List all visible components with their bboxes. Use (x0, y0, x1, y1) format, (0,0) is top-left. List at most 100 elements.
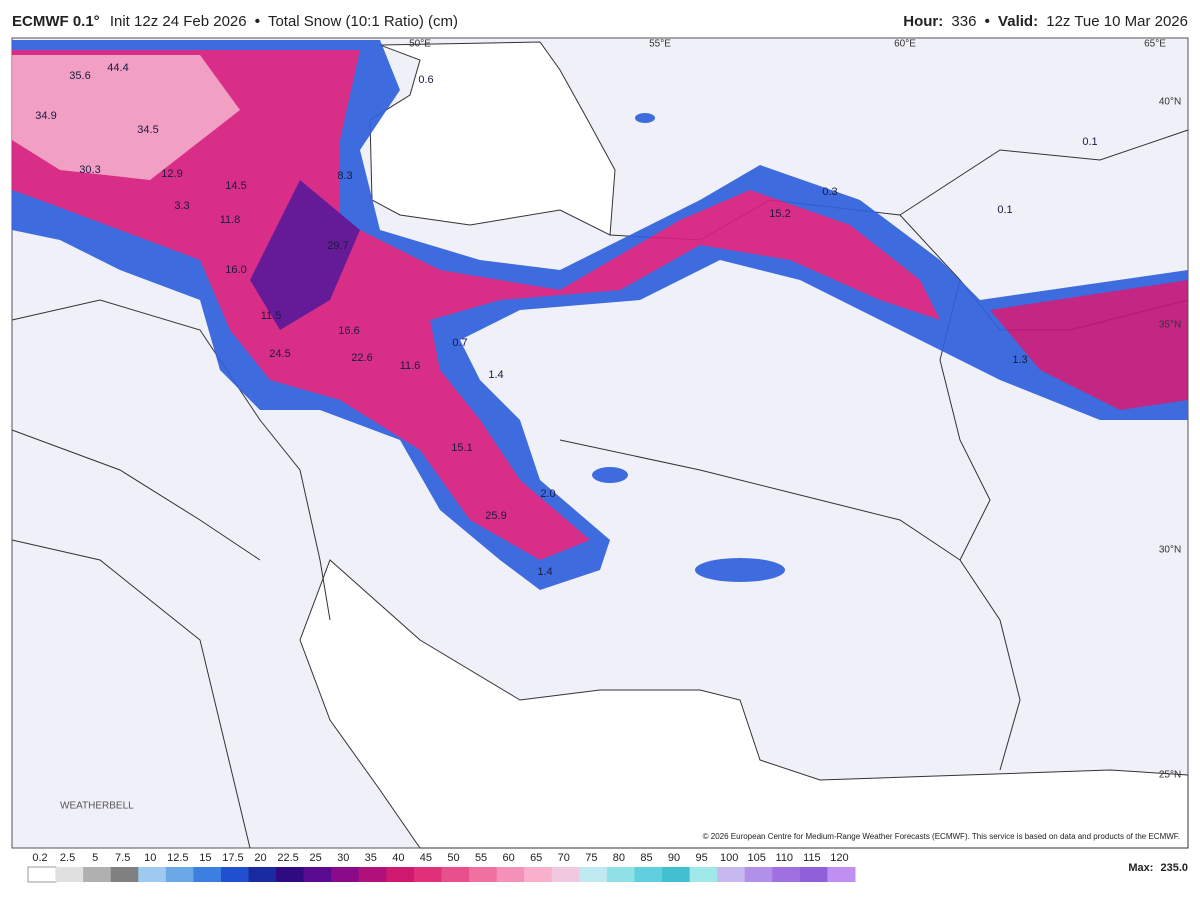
border (11, 539, 251, 849)
legend-swatch (27, 866, 57, 883)
snow-value: 0.1 (997, 204, 1012, 216)
legend-label: 85 (640, 852, 652, 864)
legend-swatch (799, 867, 828, 882)
border (939, 279, 1021, 771)
snow-value: 0.6 (418, 74, 433, 86)
legend-swatch (469, 867, 498, 882)
map: 50°E 55°E 60°E 65°E 40°N 35°N 30°N 25°N 35.6 44.4… (11, 37, 1189, 849)
legend-swatch (331, 867, 360, 882)
snow-value: 22.6 (351, 352, 372, 364)
snow-value: 3.3 (174, 200, 189, 212)
legend-label: 22.5 (277, 852, 298, 864)
legend-swatch (827, 867, 856, 882)
legend-label: 45 (420, 852, 432, 864)
legend-swatch (689, 867, 718, 882)
legend-label: 80 (613, 852, 625, 864)
legend-label: 100 (720, 852, 738, 864)
grid-label: 65°E (1144, 39, 1166, 50)
border (11, 299, 331, 621)
legend-label: 35 (365, 852, 377, 864)
legend-swatch (606, 867, 635, 882)
grid-label: 50°E (409, 39, 431, 50)
legend-label: 12.5 (167, 852, 188, 864)
grid-label: 55°E (649, 39, 671, 50)
separator: • (255, 13, 260, 30)
legend-swatch (55, 867, 84, 882)
legend-swatch (386, 867, 415, 882)
max-label: Max: (1128, 862, 1153, 874)
header-right: Hour: 336 • Valid: 12z Tue 10 Mar 2026 (903, 13, 1188, 30)
legend-swatch (551, 867, 580, 882)
snow-value: 35.6 (69, 70, 90, 82)
snow-band-core (250, 180, 360, 330)
snow-value: 1.4 (488, 369, 503, 381)
logo: WEATHERBELL (60, 801, 134, 812)
legend-label: 50 (447, 852, 459, 864)
snow-value: 12.9 (161, 168, 182, 180)
snow-value: 2.0 (540, 488, 555, 500)
legend-label: 30 (337, 852, 349, 864)
snow-value: 24.5 (269, 348, 290, 360)
snow-value: 11.6 (400, 360, 421, 372)
caspian-sea (369, 41, 616, 236)
legend-label: 40 (392, 852, 404, 864)
grid-label: 60°E (894, 39, 916, 50)
credit: © 2026 European Centre for Medium-Range … (703, 832, 1180, 841)
snow-value: 25.9 (485, 510, 506, 522)
snow-value: 11.5 (261, 310, 282, 322)
snow-value: 29.7 (327, 240, 348, 252)
legend-label: 120 (830, 852, 848, 864)
legend-swatch (772, 867, 801, 882)
legend-label: 17.5 (222, 852, 243, 864)
legend-label: 75 (585, 852, 597, 864)
snow-value: 0.3 (822, 186, 837, 198)
snow-patch (592, 467, 628, 483)
header-left: ECMWF 0.1° Init 12z 24 Feb 2026 • Total … (12, 13, 458, 30)
legend-label: 115 (803, 852, 821, 864)
legend-label: 55 (475, 852, 487, 864)
hour: 336 (951, 13, 976, 30)
border (899, 129, 1189, 216)
snow-value: 1.3 (1012, 354, 1027, 366)
legend-label: 110 (776, 852, 794, 864)
snow-cover (12, 40, 1188, 590)
border (559, 439, 961, 561)
snow-value: 0.1 (1082, 136, 1097, 148)
snow-value: 44.4 (107, 62, 128, 74)
legend-swatch (358, 867, 387, 882)
init: Init 12z 24 Feb 2026 (110, 13, 247, 30)
snow-patch (635, 113, 655, 123)
legend-swatch (193, 867, 222, 882)
legend-label: 65 (530, 852, 542, 864)
snow-value: 16.6 (338, 325, 359, 337)
hour-label: Hour: (903, 13, 943, 30)
legend-label: 20 (254, 852, 266, 864)
legend-swatch (303, 867, 332, 882)
legend: 0.2 2.5 5 7.5 10 12.5 15 17.5 20 22.5 25 30 35 40 45 50… (27, 852, 856, 883)
snow-value: 0.7 (452, 337, 467, 349)
legend-swatch (634, 867, 663, 882)
gulf (299, 559, 1189, 849)
legend-label: 2.5 (60, 852, 75, 864)
max: Max: 235.0 (1128, 862, 1188, 874)
legend-label: 25 (310, 852, 322, 864)
snow-value: 15.2 (769, 208, 790, 220)
snow-patch (695, 558, 785, 582)
legend-label: 90 (668, 852, 680, 864)
grid-label: 30°N (1159, 545, 1181, 556)
model: ECMWF 0.1° (12, 13, 100, 30)
snow-band-east (990, 280, 1188, 410)
legend-label: 10 (144, 852, 156, 864)
legend-swatch (165, 867, 194, 882)
snow-value: 30.3 (79, 164, 100, 176)
legend-swatch (248, 867, 277, 882)
legend-swatch (138, 867, 167, 882)
legend-swatch (579, 867, 608, 882)
legend-swatch (220, 867, 250, 882)
legend-label: 0.2 (32, 852, 47, 864)
legend-swatch (413, 867, 442, 882)
valid-label: Valid: (998, 13, 1038, 30)
legend-label: 5 (92, 852, 98, 864)
separator: • (985, 13, 990, 30)
